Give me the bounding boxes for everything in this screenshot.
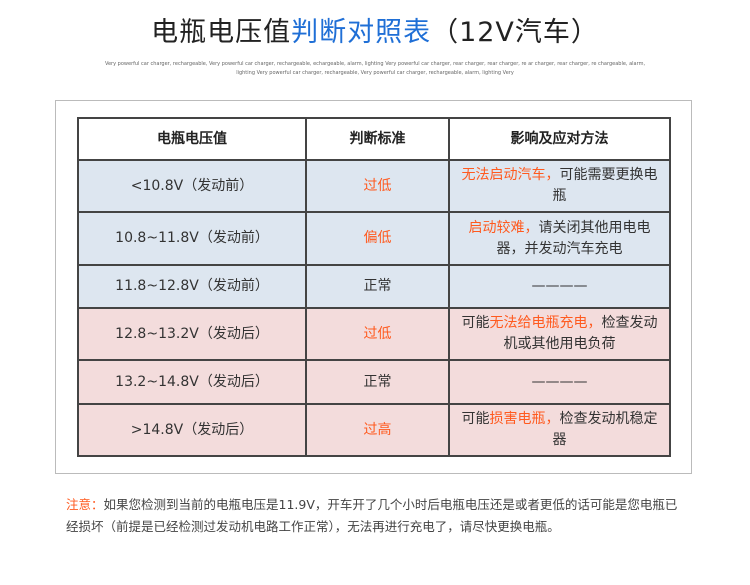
action-highlight: 无法给电瓶充电， — [489, 315, 602, 331]
status-cell: 过低 — [305, 307, 450, 361]
subtitle: Very powerful car charger, rechargeable,… — [104, 61, 646, 76]
voltage-cell: >14.8V（发动后） — [77, 403, 307, 457]
header-status: 判断标准 — [305, 117, 450, 161]
table-row: >14.8V（发动后） 过高 可能损害电瓶，检查发动机稳定器 — [77, 403, 671, 457]
action-cell: 启动较难，请关闭其他用电电器，并发动汽车充电 — [448, 211, 671, 266]
action-highlight: 损害电瓶， — [489, 411, 560, 427]
note-label: 注意： — [66, 497, 104, 512]
action-cell: 可能无法给电瓶充电，检查发动机或其他用电负荷 — [448, 307, 671, 361]
action-post: 请关闭其他用电电器，并发动汽车充电 — [496, 219, 651, 257]
header-row: 电瓶电压值 判断标准 影响及应对方法 — [77, 117, 671, 161]
action-cell: ———— — [448, 264, 671, 309]
action-highlight: 无法启动汽车， — [461, 167, 560, 183]
action-cell: 可能损害电瓶，检查发动机稳定器 — [448, 403, 671, 457]
voltage-cell: 11.8~12.8V（发动前） — [77, 264, 307, 309]
title-highlight: 判断对照表 — [291, 17, 432, 48]
table-row: 10.8~11.8V（发动前） 偏低 启动较难，请关闭其他用电电器，并发动汽车充… — [77, 211, 671, 266]
voltage-cell: 12.8~13.2V（发动后） — [77, 307, 307, 361]
action-pre: ———— — [531, 278, 588, 294]
status-cell: 正常 — [305, 264, 450, 309]
action-pre: ———— — [531, 373, 588, 390]
voltage-cell: 10.8~11.8V（发动前） — [77, 211, 307, 266]
voltage-cell: <10.8V（发动前） — [77, 159, 307, 213]
action-highlight: 启动较难， — [468, 219, 539, 236]
title-part3: （12V汽车） — [431, 17, 599, 48]
table-row: 11.8~12.8V（发动前） 正常 ———— — [77, 264, 671, 309]
status-cell: 偏低 — [305, 211, 450, 266]
table-row: <10.8V（发动前） 过低 无法启动汽车，可能需要更换电瓶 — [77, 159, 671, 213]
page-title: 电瓶电压值判断对照表（12V汽车） — [0, 10, 750, 49]
note: 注意：如果您检测到当前的电瓶电压是11.9V，开车开了几个小时后电瓶电压还是或者… — [66, 494, 686, 538]
note-text: 如果您检测到当前的电瓶电压是11.9V，开车开了几个小时后电瓶电压还是或者更低的… — [66, 497, 678, 534]
action-cell: 无法启动汽车，可能需要更换电瓶 — [448, 159, 671, 213]
status-cell: 过低 — [305, 159, 450, 213]
action-cell: ———— — [448, 359, 671, 405]
title-part1: 电瓶电压值 — [151, 17, 292, 48]
header-voltage: 电瓶电压值 — [77, 117, 307, 161]
table-row: 13.2~14.8V（发动后） 正常 ———— — [77, 359, 671, 405]
action-post: 可能需要更换电瓶 — [552, 167, 658, 204]
status-cell: 正常 — [305, 359, 450, 405]
action-pre: 可能 — [461, 315, 490, 331]
voltage-cell: 13.2~14.8V（发动后） — [77, 359, 307, 405]
voltage-table: 电瓶电压值 判断标准 影响及应对方法 <10.8V（发动前） 过低 无法启动汽车… — [77, 117, 671, 457]
action-post: 检查发动机或其他用电负荷 — [503, 315, 658, 352]
table-row: 12.8~13.2V（发动后） 过低 可能无法给电瓶充电，检查发动机或其他用电负… — [77, 307, 671, 361]
header-action: 影响及应对方法 — [448, 117, 671, 161]
table-frame — [55, 100, 692, 474]
action-pre: 可能 — [461, 411, 490, 427]
action-post: 检查发动机稳定器 — [552, 411, 658, 448]
status-cell: 过高 — [305, 403, 450, 457]
